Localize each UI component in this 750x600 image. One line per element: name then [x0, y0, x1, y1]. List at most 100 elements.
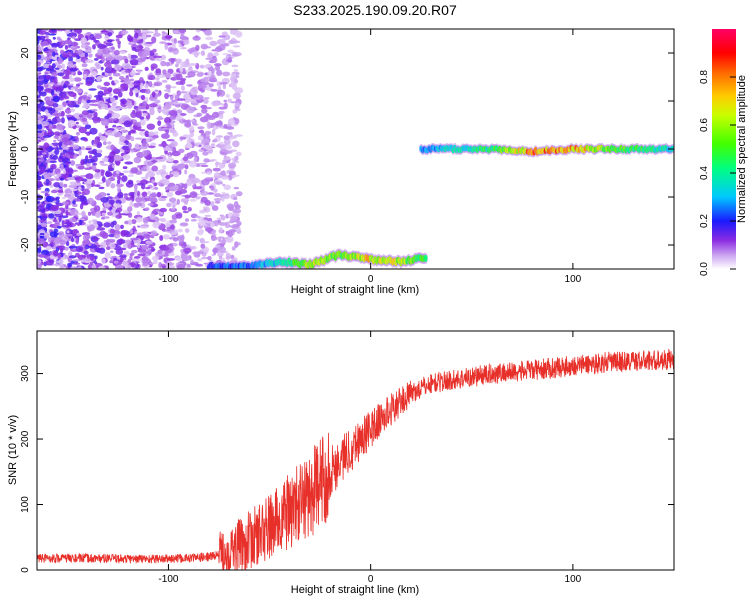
noise-blob	[50, 189, 58, 194]
noise-blob	[225, 253, 231, 258]
noise-blob	[215, 244, 221, 248]
noise-blob	[37, 155, 42, 159]
noise-blob	[151, 179, 155, 185]
noise-blob	[137, 165, 142, 168]
noise-blob	[177, 98, 186, 101]
noise-blob	[127, 53, 132, 60]
noise-blob	[67, 60, 74, 68]
noise-blob	[171, 42, 176, 49]
noise-blob	[66, 107, 70, 110]
noise-blob	[61, 63, 65, 69]
noise-blob	[117, 185, 121, 193]
noise-blob	[66, 177, 75, 181]
noise-blob	[136, 216, 143, 223]
noise-blob	[89, 76, 95, 81]
noise-blob	[194, 215, 201, 219]
noise-blob	[134, 193, 138, 198]
noise-blob	[51, 71, 58, 78]
noise-blob	[41, 249, 50, 256]
noise-blob	[39, 30, 47, 35]
noise-blob	[74, 38, 82, 41]
spectrogram-xtick-label: 0	[368, 274, 374, 285]
noise-blob	[63, 169, 67, 175]
noise-blob	[207, 70, 212, 78]
noise-blob	[37, 200, 40, 204]
noise-blob	[108, 156, 115, 163]
noise-blob	[88, 243, 92, 246]
noise-blob	[144, 250, 153, 255]
noise-blob	[90, 183, 94, 188]
noise-blob	[215, 181, 224, 185]
noise-blob	[200, 196, 208, 203]
noise-blob	[58, 231, 65, 238]
noise-blob	[40, 91, 47, 97]
noise-blob	[230, 215, 237, 222]
noise-blob	[175, 103, 181, 108]
noise-blob	[82, 188, 91, 196]
noise-blob	[214, 47, 223, 52]
noise-blob	[206, 171, 213, 175]
noise-blob	[123, 77, 131, 85]
snr-ytick-label: 200	[20, 430, 31, 447]
noise-blob	[37, 168, 41, 172]
noise-blob	[67, 37, 71, 40]
noise-blob	[97, 265, 106, 269]
noise-blob	[219, 239, 227, 244]
noise-blob	[234, 241, 239, 248]
noise-blob	[101, 258, 106, 264]
noise-blob	[172, 160, 179, 164]
noise-blob	[212, 138, 218, 143]
noise-blob	[83, 138, 89, 142]
noise-blob	[108, 93, 113, 97]
noise-blob	[236, 221, 242, 226]
noise-blob	[87, 211, 92, 216]
noise-blob	[62, 84, 67, 89]
noise-blob	[55, 123, 64, 131]
noise-blob	[99, 86, 109, 90]
noise-blob	[197, 126, 205, 130]
noise-blob	[179, 79, 186, 85]
noise-blob	[81, 94, 88, 100]
noise-blob	[37, 205, 45, 210]
noise-blob	[155, 99, 161, 104]
noise-blob	[157, 115, 163, 120]
noise-blob	[37, 103, 41, 109]
noise-blob	[167, 46, 174, 53]
noise-blob	[71, 52, 78, 58]
noise-blob	[48, 123, 53, 130]
noise-blob	[64, 108, 72, 114]
noise-blob	[75, 131, 80, 136]
noise-blob	[123, 193, 129, 196]
noise-blob	[72, 203, 78, 208]
noise-blob	[50, 29, 57, 32]
noise-blob	[153, 182, 157, 187]
noise-blob	[69, 68, 78, 72]
noise-blob	[94, 241, 99, 246]
noise-blob	[230, 101, 236, 104]
noise-blob	[77, 165, 85, 170]
noise-blob	[124, 239, 132, 245]
noise-blob	[120, 98, 127, 105]
noise-blob	[225, 230, 230, 235]
noise-blob	[92, 44, 96, 50]
noise-blob	[88, 154, 93, 159]
noise-blob	[129, 229, 134, 234]
noise-blob	[233, 40, 241, 44]
noise-blob	[182, 39, 190, 45]
noise-blob	[75, 238, 79, 245]
colorbar: 0.0 0.2 0.4 0.6 0.8 Normalized spectral ampl…	[699, 29, 748, 276]
noise-blob	[105, 171, 113, 177]
noise-blob	[218, 255, 223, 260]
noise-blob	[225, 126, 235, 130]
noise-blob	[218, 246, 227, 253]
colorbar-tick-label: 0.4	[699, 166, 710, 180]
noise-blob	[154, 57, 160, 61]
noise-blob	[88, 220, 92, 224]
noise-blob	[121, 30, 129, 35]
snr-axes: -100 0 100 0 100 200 300	[20, 331, 674, 585]
noise-blob	[177, 228, 183, 233]
noise-blob	[186, 179, 193, 187]
noise-blob	[217, 236, 225, 239]
